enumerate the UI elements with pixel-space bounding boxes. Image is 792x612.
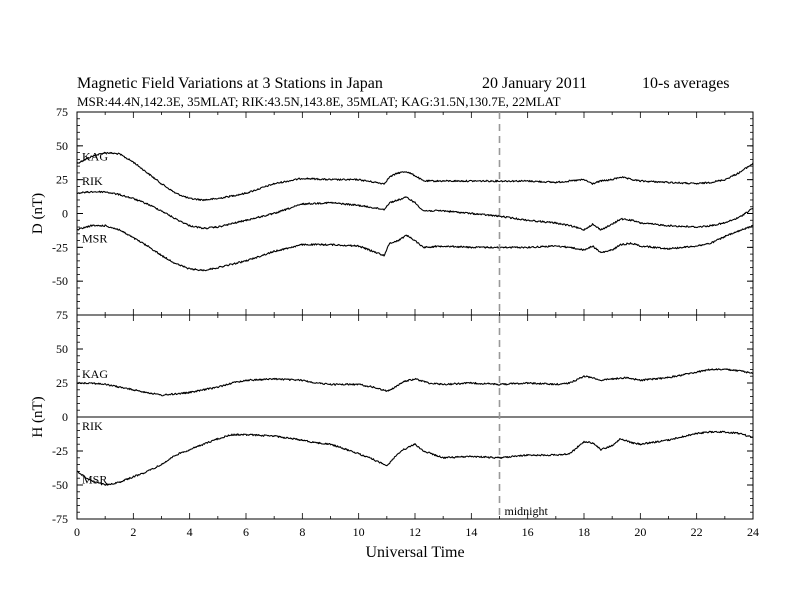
series-label-rik-p1: RIK — [82, 174, 103, 188]
series-label-rik-p2: RIK — [82, 419, 103, 433]
chart-averaging: 10-s averages — [642, 75, 730, 92]
x-tick-label: 2 — [130, 525, 136, 539]
series-label-kag-p2: KAG — [82, 367, 108, 381]
series-label-kag-p1: KAG — [82, 149, 108, 163]
x-tick-label: 8 — [299, 525, 305, 539]
series-line-kag-p1 — [76, 151, 754, 202]
y-tick-label-p1: -25 — [52, 240, 68, 254]
series-line-msr-p2 — [76, 430, 754, 486]
y-tick-label-p1: 75 — [56, 105, 68, 119]
series-line-msr-p1 — [76, 224, 754, 272]
x-tick-label: 14 — [465, 525, 477, 539]
x-tick-label: 10 — [353, 525, 365, 539]
series-label-msr-p1: MSR — [82, 232, 107, 246]
x-tick-label: 16 — [522, 525, 534, 539]
x-tick-label: 6 — [243, 525, 249, 539]
chart-title: Magnetic Field Variations at 3 Stations … — [77, 75, 383, 92]
y-tick-label-p1: 50 — [56, 139, 68, 153]
x-tick-label: 4 — [187, 525, 193, 539]
axes-layer: 75 50 25 0 -25 -50 D (nT) 75 50 25 0 -25 -50 -75 H (nT… — [30, 105, 759, 561]
x-tick-label: 20 — [634, 525, 646, 539]
y-tick-label-p2: 25 — [56, 376, 68, 390]
x-tick-label: 24 — [747, 525, 759, 539]
y-axis-label-p1: D (nT) — [30, 193, 46, 234]
midnight-marker-label: midnight — [505, 504, 549, 518]
y-tick-label-p2: -25 — [52, 444, 68, 458]
y-tick-label-p2: -50 — [52, 478, 68, 492]
chart-date: 20 January 2011 — [482, 75, 587, 92]
marks-layer: KAG RIK MSR KAG RIK MSR midnight — [76, 112, 754, 519]
y-axis-label-p2: H (nT) — [30, 396, 46, 437]
y-tick-label-p1: -50 — [52, 274, 68, 288]
y-tick-label-p2: 75 — [56, 308, 68, 322]
x-tick-label: 18 — [578, 525, 590, 539]
y-tick-label-p1: 0 — [62, 207, 68, 221]
y-tick-label-p2: 0 — [62, 410, 68, 424]
series-label-msr-p2: MSR — [82, 472, 107, 486]
station-coordinates: MSR:44.4N,142.3E, 35MLAT; RIK:43.5N,143.… — [77, 94, 561, 109]
y-tick-label-p2: -75 — [52, 512, 68, 526]
y-tick-label-p2: 50 — [56, 342, 68, 356]
x-axis-label: Universal Time — [365, 544, 464, 561]
series-line-rik-p1 — [76, 190, 754, 231]
series-line-kag-p2 — [76, 368, 754, 397]
y-tick-label-p1: 25 — [56, 173, 68, 187]
x-tick-label: 22 — [691, 525, 703, 539]
x-tick-label: 0 — [74, 525, 80, 539]
x-tick-label: 12 — [409, 525, 421, 539]
